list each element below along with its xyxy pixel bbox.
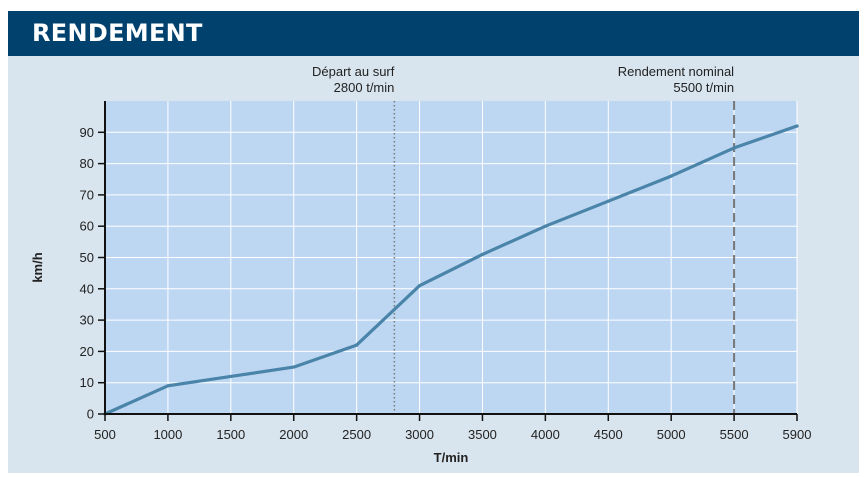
reference-label-1-line2: 2800 t/min [334,80,395,95]
x-axis-label: T/min [434,450,469,465]
y-tick-label: 10 [80,375,94,390]
y-tick-label: 40 [80,281,94,296]
y-tick-label: 70 [80,187,94,202]
x-tick-label: 5900 [783,427,812,442]
data-point [669,174,673,178]
data-point [417,284,422,288]
data-point [732,146,736,150]
y-tick-label: 30 [80,313,94,328]
data-point [292,365,296,369]
data-point [606,199,610,203]
x-tick-label: 1500 [216,427,245,442]
x-tick-label: 3000 [405,427,434,442]
x-tick-label: 2500 [342,427,371,442]
data-point [480,252,485,256]
y-tick-label: 20 [80,344,94,359]
y-tick-label: 0 [87,407,94,422]
data-point [355,343,359,347]
x-tick-label: 5500 [720,427,749,442]
data-point [795,124,799,128]
header-bar: RENDEMENT [8,11,859,56]
data-point [543,224,547,228]
x-tick-label: 500 [94,427,116,442]
x-tick-label: 4000 [531,427,560,442]
y-tick-label: 60 [80,219,94,234]
y-tick-label: 50 [80,250,94,265]
y-axis-label: km/h [30,252,45,282]
x-tick-label: 1000 [153,427,182,442]
y-tick-label: 80 [80,156,94,171]
y-tick-label: 90 [80,125,94,140]
x-tick-label: 3500 [468,427,497,442]
chart-card: RENDEMENT Départ au surf 2800 t/min Rendem… [8,11,859,473]
reference-label-1-line1: Départ au surf [312,64,395,79]
reference-label-2-line2: 5500 t/min [673,80,734,95]
x-tick-label: 5000 [657,427,686,442]
reference-label-2-line1: Rendement nominal [618,64,734,79]
series-line-1 [103,124,799,416]
x-tick-label: 4500 [594,427,623,442]
x-tick-label: 2000 [279,427,308,442]
data-point [166,384,170,388]
data-point [229,374,233,379]
chart-title: RENDEMENT [32,19,203,47]
